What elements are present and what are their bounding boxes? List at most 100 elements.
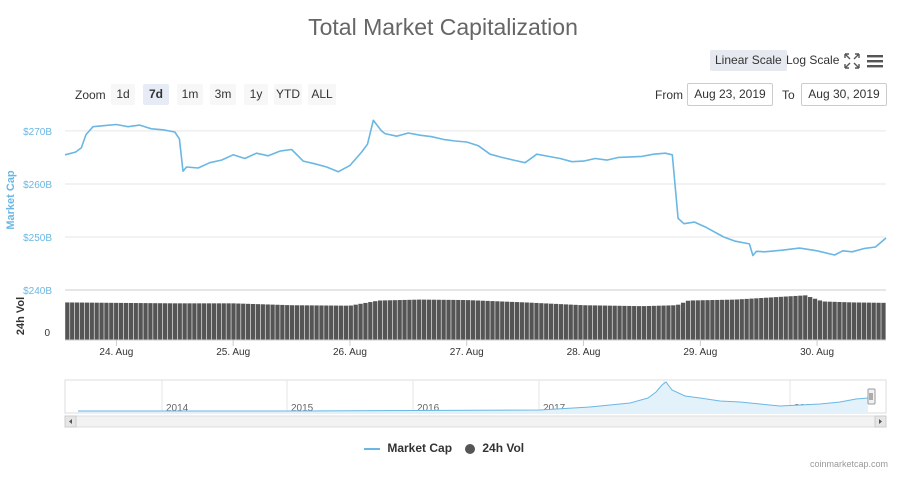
zoom-all-button[interactable]: ALL (308, 84, 336, 105)
volume-bar (607, 305, 612, 340)
zoom-label: Zoom (75, 88, 106, 102)
zoom-1y-button[interactable]: 1y (244, 84, 268, 105)
volume-bar (109, 302, 114, 340)
volume-bar (338, 305, 344, 340)
volume-bar (133, 303, 138, 340)
volume-bar (793, 295, 798, 340)
volume-bar (373, 301, 378, 340)
volume-bar (720, 299, 725, 340)
volume-bar (553, 303, 559, 340)
volume-bar (387, 300, 393, 340)
volume-bar (65, 302, 70, 340)
volume-bar (622, 305, 627, 340)
volume-bar (749, 298, 754, 340)
volume-bar (500, 301, 505, 340)
x-tick-label: 26. Aug (333, 347, 367, 358)
volume-bar (192, 303, 197, 340)
credit-link[interactable]: coinmarketcap.com (809, 459, 888, 469)
volume-bar (226, 303, 231, 340)
volume-bar (392, 300, 397, 340)
volume-bar (778, 296, 783, 340)
volume-bar (636, 306, 642, 340)
volume-bar (485, 300, 490, 340)
volume-bar (255, 304, 261, 340)
volume-bar (333, 305, 339, 340)
scroll-left-arrow-icon (69, 419, 72, 424)
volume-bar (138, 303, 143, 340)
volume-bar (275, 304, 280, 340)
legend-dot-swatch (465, 443, 475, 454)
y-axis-title: Market Cap (5, 170, 17, 230)
volume-bar (348, 305, 353, 340)
menu-icon[interactable] (866, 52, 884, 70)
volume-bar (382, 300, 388, 340)
legend-24h-vol-label: 24h Vol (482, 441, 525, 455)
zoom-1m-button[interactable]: 1m (177, 84, 203, 105)
volume-bar (187, 303, 192, 340)
volume-bar (451, 299, 456, 340)
volume-bar (788, 296, 793, 340)
volume-bar (798, 295, 803, 340)
volume-bar (612, 305, 617, 340)
volume-bar (407, 299, 412, 340)
volume-bar (583, 305, 588, 340)
volume-bar (289, 305, 295, 340)
volume-bar (143, 303, 148, 340)
volume-bar (495, 301, 500, 340)
volume-bar (558, 304, 564, 340)
volume-bar (436, 299, 441, 340)
volume-bar (470, 300, 476, 340)
volume-bar (861, 302, 867, 340)
volume-bar (426, 299, 432, 340)
volume-bar (475, 300, 480, 340)
volume-bar (588, 305, 593, 340)
legend-market-cap[interactable]: Market Cap (364, 441, 452, 455)
to-date-input[interactable]: Aug 30, 2019 (801, 83, 887, 106)
volume-bar (74, 302, 80, 340)
volume-bar (641, 306, 647, 340)
volume-bar (685, 300, 691, 340)
volume-bar (231, 303, 236, 340)
volume-bar (70, 302, 75, 340)
zoom-1d-button[interactable]: 1d (111, 84, 135, 105)
scroll-right-arrow-icon (879, 419, 882, 424)
volume-bar (871, 302, 876, 340)
legend-24h-vol[interactable]: 24h Vol (465, 441, 524, 455)
to-label: To (782, 88, 795, 102)
volume-bar (480, 300, 485, 340)
log-scale-button[interactable]: Log Scale (786, 53, 840, 67)
volume-bar (270, 304, 275, 340)
volume-bar (377, 300, 383, 340)
volume-bars (65, 295, 886, 340)
volume-bar (99, 302, 104, 340)
volume-bar (314, 305, 319, 340)
volume-bar (695, 300, 700, 340)
zoom-3m-button[interactable]: 3m (210, 84, 236, 105)
volume-bar (744, 298, 749, 340)
linear-scale-button[interactable]: Linear Scale (710, 50, 787, 71)
volume-bar (808, 297, 813, 340)
volume-bar (680, 302, 686, 340)
navigator-year-label: 2017 (543, 403, 566, 414)
from-date-input[interactable]: Aug 23, 2019 (687, 83, 773, 106)
volume-bar (881, 302, 886, 340)
volume-bar (573, 304, 578, 340)
zoom-ytd-button[interactable]: YTD (274, 84, 302, 105)
volume-bar (710, 300, 715, 340)
volume-bar (842, 302, 847, 340)
market-cap-line (64, 119, 887, 257)
volume-bar (241, 303, 246, 340)
volume-bar (822, 301, 827, 340)
x-tick-label: 30. Aug (800, 347, 834, 358)
volume-bar (324, 305, 329, 340)
volume-bar (671, 305, 676, 340)
volume-axis-title: 24h Vol (15, 297, 27, 335)
zoom-7d-button[interactable]: 7d (143, 84, 169, 105)
navigator-year-label: 2016 (417, 403, 440, 414)
volume-bar (250, 303, 256, 340)
volume-bar (260, 304, 265, 340)
volume-bar (431, 299, 437, 340)
fullscreen-icon[interactable] (843, 52, 861, 70)
volume-bar (783, 296, 788, 340)
y-tick-label: $240B (23, 286, 52, 297)
